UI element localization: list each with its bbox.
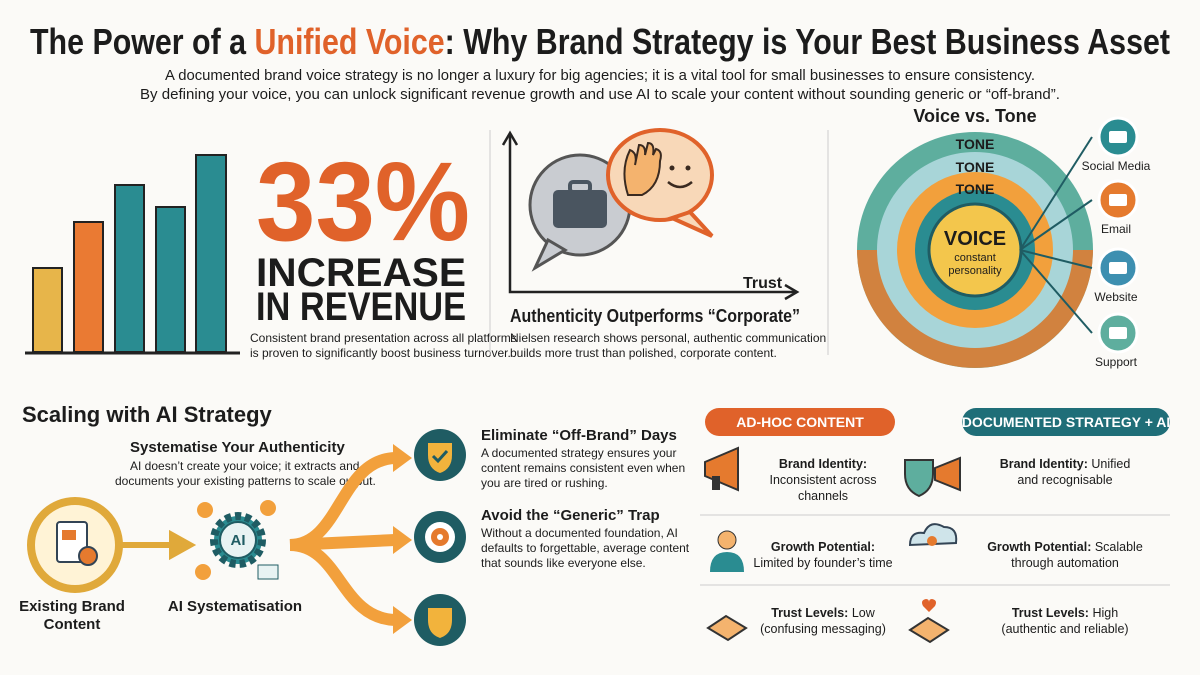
comparison-text: Limited by founder’s time — [753, 556, 892, 570]
section-title: Scaling with AI Strategy — [22, 402, 273, 427]
ai-text: AI doesn’t create your voice; it extract… — [130, 459, 359, 473]
channel-label: Email — [1101, 222, 1131, 236]
arrow-heads — [393, 444, 412, 634]
ai-gear — [195, 500, 279, 580]
channel-arrow — [1019, 199, 1093, 251]
section-title: Voice vs. Tone — [913, 106, 1036, 126]
ai-subtitle: Systematise Your Authenticity — [130, 439, 345, 456]
comparison-text: (authentic and reliable) — [1001, 622, 1128, 636]
outcome-icons — [414, 429, 466, 646]
revenue-headline: INCREASE — [256, 251, 466, 295]
column-pill — [962, 408, 1170, 436]
channel-glyph — [1109, 131, 1127, 143]
axis-label: Trust — [743, 275, 783, 292]
comparison-text: and recognisable — [1017, 473, 1112, 487]
comparison-text: Inconsistent across — [770, 473, 877, 487]
channel-label: Support — [1095, 355, 1138, 369]
title-highlight: Unified Voice — [254, 21, 444, 62]
comparison-line: Growth Potential: Scalable — [987, 540, 1143, 554]
title: The Power of a Unified Voice: Why Brand … — [30, 21, 1170, 62]
outcome-title: Avoid the “Generic” Trap — [481, 507, 660, 524]
comparison-icons — [704, 446, 961, 644]
tone-label: TONE — [956, 136, 995, 152]
column-header: AD-HOC CONTENT — [736, 414, 864, 430]
tone-label: TONE — [956, 181, 995, 197]
comparison-line: Trust Levels: Low — [771, 606, 876, 620]
comparison-value: Scalable — [1091, 540, 1142, 554]
channel-glyph — [1109, 262, 1127, 274]
comparison-value: Unified — [1088, 457, 1130, 471]
outcome-text: that sounds like everyone else. — [481, 556, 646, 570]
comparison-label: Brand Identity: — [1000, 457, 1088, 471]
ai-text: documents your existing patterns to scal… — [115, 474, 376, 488]
comparison-label: Growth Potential: — [771, 540, 875, 554]
source-label: Existing Brand — [19, 598, 125, 615]
voice-sub: constant — [954, 252, 996, 264]
voice-label: VOICE — [944, 228, 1006, 250]
outcome-text: you are tired or rushing. — [481, 476, 608, 490]
outcome-text: content remains consistent even when — [481, 461, 685, 475]
comparison-line: Brand Identity: — [779, 457, 867, 471]
ai-icon-text: AI — [231, 532, 246, 549]
channel-arrow — [1019, 136, 1093, 251]
authentic-bubble — [606, 128, 714, 238]
column-pill — [705, 408, 895, 436]
comparison-value: Low — [848, 606, 875, 620]
comparison-line: Growth Potential: — [771, 540, 875, 554]
revenue-headline: IN REVENUE — [256, 285, 466, 329]
title-part: : Why Brand Strategy is Your Best Busine… — [445, 21, 1170, 62]
comparison-text: (confusing messaging) — [760, 622, 886, 636]
outcome-text: A documented strategy ensures your — [481, 446, 676, 460]
comparison-line: Brand Identity: Unified — [1000, 457, 1131, 471]
process-label: AI Systematisation — [168, 598, 302, 615]
bar-illustration — [25, 154, 240, 355]
comparison-label: Trust Levels: — [771, 606, 848, 620]
channel-glyph — [1109, 194, 1127, 206]
comparison-label: Brand Identity: — [779, 457, 867, 471]
voice-sub: personality — [948, 265, 1002, 277]
revenue-text: Consistent brand presentation across all… — [250, 331, 517, 345]
section-title: Authenticity Outperforms “Corporate” — [510, 306, 800, 326]
comparison-text: through automation — [1011, 556, 1119, 570]
channel-arrow — [1019, 249, 1093, 334]
trust-axes — [501, 130, 800, 301]
outcome-title: Eliminate “Off-Brand” Days — [481, 427, 677, 444]
comparison-label: Growth Potential: — [987, 540, 1091, 554]
column-header: DOCUMENTED STRATEGY + AI — [962, 414, 1171, 430]
title-part: The Power of a — [30, 21, 254, 62]
subtitle: By defining your voice, you can unlock s… — [140, 86, 1060, 103]
authenticity-text: Nielsen research shows personal, authent… — [510, 331, 826, 345]
arrow — [122, 529, 197, 561]
tone-label: TONE — [956, 159, 995, 175]
comparison-label: Trust Levels: — [1012, 606, 1089, 620]
source-icon — [27, 497, 123, 593]
outcome-text: Without a documented foundation, AI — [481, 526, 678, 540]
comparison-value: High — [1089, 606, 1118, 620]
outcome-text: defaults to forgettable, average content — [481, 541, 690, 555]
revenue-stat: 33% — [256, 139, 470, 264]
channel-label: Social Media — [1082, 159, 1151, 173]
branch-arrows — [289, 452, 396, 626]
channel-label: Website — [1094, 290, 1137, 304]
comparison-line: Trust Levels: High — [1012, 606, 1118, 620]
authenticity-text: builds more trust than polished, corpora… — [510, 346, 777, 360]
channel-arrow — [1019, 249, 1093, 269]
source-label: Content — [44, 616, 101, 633]
corporate-bubble — [528, 153, 632, 272]
revenue-text: is proven to significantly boost busines… — [250, 346, 511, 360]
channel-glyph — [1109, 327, 1127, 339]
subtitle: A documented brand voice strategy is no … — [165, 67, 1035, 84]
comparison-text: channels — [798, 489, 848, 503]
voice-tone-rings — [857, 132, 1093, 368]
